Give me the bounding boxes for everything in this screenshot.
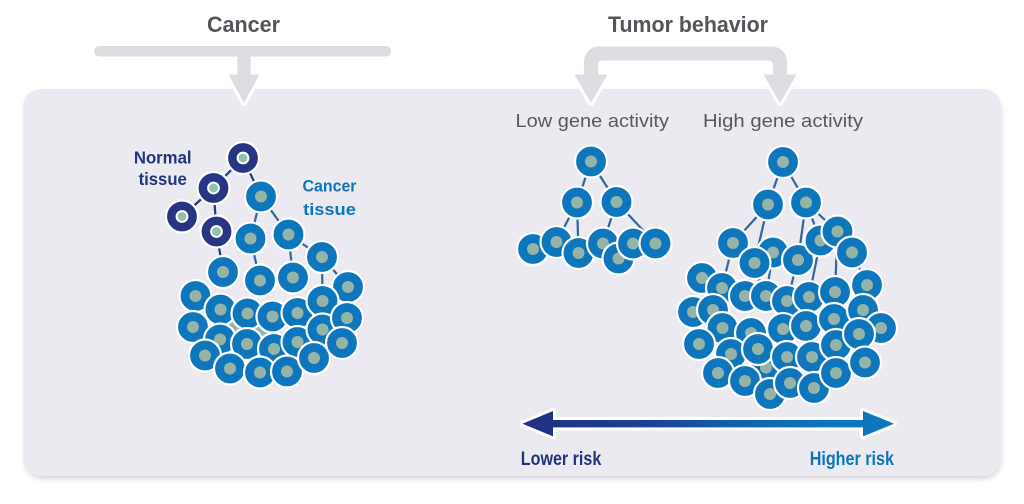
svg-text:Tumor behavior: Tumor behavior [608,12,768,37]
svg-text:Higher risk: Higher risk [810,448,894,470]
svg-text:Normal: Normal [134,148,192,168]
svg-text:Cancer: Cancer [303,178,358,196]
svg-text:Lower risk: Lower risk [521,448,602,470]
svg-text:tissue: tissue [139,169,187,189]
svg-text:tissue: tissue [303,201,356,219]
svg-text:High gene activity: High gene activity [703,111,863,131]
svg-text:Low gene activity: Low gene activity [516,111,670,131]
svg-text:Cancer: Cancer [207,12,280,37]
